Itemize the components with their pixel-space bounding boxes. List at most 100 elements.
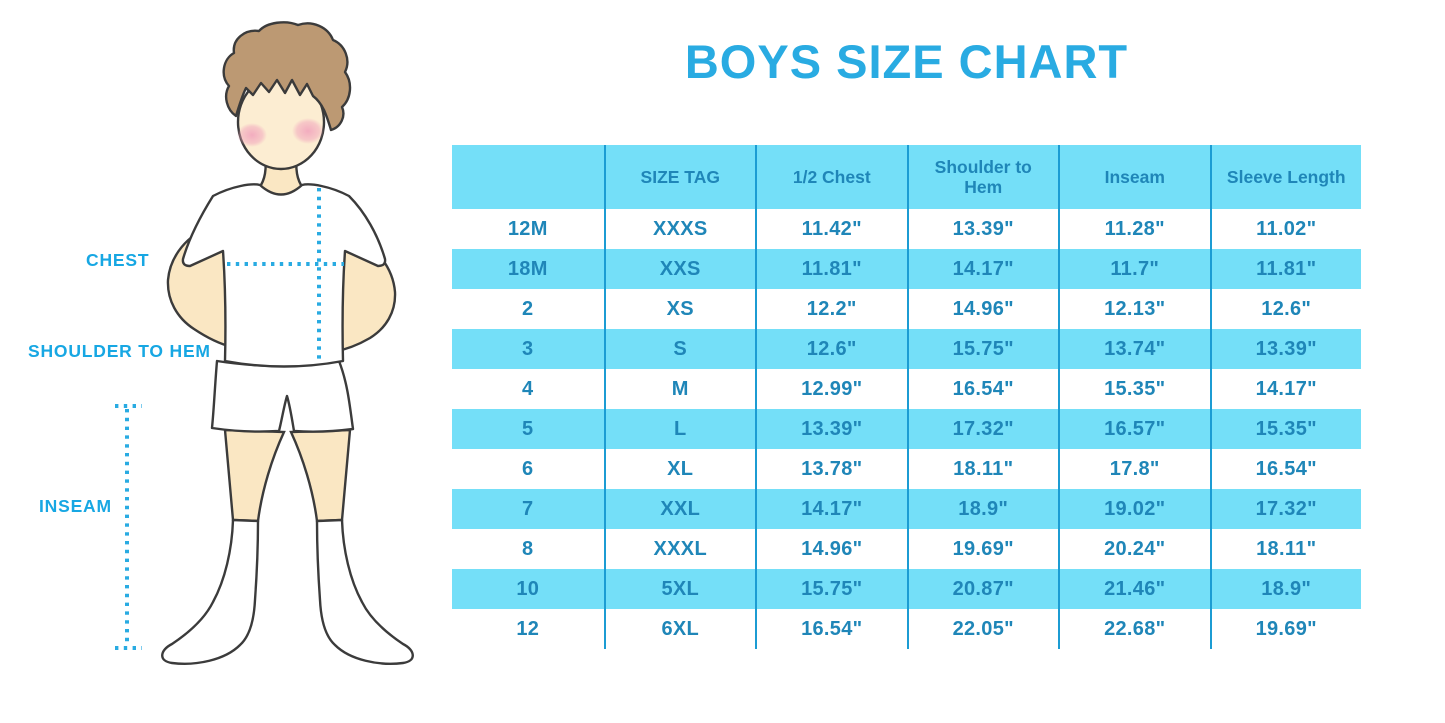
table-row: 8 XXXL 14.96" 19.69" 20.24" 18.11" [452, 529, 1361, 569]
table-cell: 11.81" [755, 249, 907, 289]
table-cell: M [603, 369, 756, 409]
column-header: 1/2 Chest [755, 145, 907, 209]
table-cell: 14.96" [906, 289, 1059, 329]
table-cell: 11.02" [1209, 209, 1362, 249]
table-cell: 18.9" [1209, 569, 1362, 609]
table-cell: 18M [507, 257, 548, 280]
table-cell: 14.17" [1209, 369, 1362, 409]
table-cell: 12M [507, 217, 548, 240]
table-cell: 16.57" [1058, 409, 1210, 449]
table-cell: 12.99" [755, 369, 907, 409]
table-cell: 12.6" [755, 329, 907, 369]
table-cell: 8 [522, 537, 534, 560]
boy-shorts [210, 359, 355, 433]
table-row: 5 L 13.39" 17.32" 16.57" 15.35" [452, 409, 1361, 449]
table-cell: 17.8" [1058, 449, 1210, 489]
table-cell: 14.17" [906, 249, 1059, 289]
boy-left-sock [161, 518, 260, 665]
column-header: Sleeve Length [1209, 145, 1362, 209]
table-cell: 13.39" [906, 209, 1059, 249]
table-cell: 3 [522, 337, 534, 360]
table-cell: 16.54" [1209, 449, 1362, 489]
boy-measurement-illustration [115, 21, 414, 665]
boy-tshirt [181, 183, 387, 368]
table-cell: 13.39" [755, 409, 907, 449]
table-row: 2 XS 12.2" 14.96" 12.13" 12.6" [452, 289, 1361, 329]
table-row: 18M XXS 11.81" 14.17" 11.7" 11.81" [452, 249, 1361, 289]
table-cell: 16.54" [906, 369, 1059, 409]
table-cell: 21.46" [1058, 569, 1210, 609]
table-header-row: SIZE TAG 1/2 Chest Shoulder to Hem Inseam Sl… [452, 145, 1361, 209]
column-header: Shoulder to Hem [906, 145, 1059, 209]
table-cell: 22.05" [906, 609, 1059, 649]
table-cell: 15.35" [1058, 369, 1210, 409]
table-row: 7 XXL 14.17" 18.9" 19.02" 17.32" [452, 489, 1361, 529]
table-cell: 18.11" [906, 449, 1059, 489]
table-row: 3 S 12.6" 15.75" 13.74" 13.39" [452, 329, 1361, 369]
table-cell: 6 [522, 457, 534, 480]
table-cell: 19.69" [906, 529, 1059, 569]
boy-right-sock [315, 518, 414, 665]
table-cell: 4 [522, 377, 534, 400]
table-cell: L [603, 409, 756, 449]
column-header: SIZE TAG [603, 145, 756, 209]
table-cell: 13.39" [1209, 329, 1362, 369]
table-row: 12M XXXS 11.42" 13.39" 11.28" 11.02" [452, 209, 1361, 249]
table-cell: 12.13" [1058, 289, 1210, 329]
boy-right-leg [289, 428, 352, 523]
blush-right [292, 118, 324, 144]
table-cell: 14.17" [755, 489, 907, 529]
table-cell: 19.69" [1209, 609, 1362, 649]
table-cell: 12.2" [755, 289, 907, 329]
table-cell: 11.81" [1209, 249, 1362, 289]
column-header: Inseam [1058, 145, 1210, 209]
inseam-label: INSEAM [39, 496, 112, 516]
table-cell: 14.96" [755, 529, 907, 569]
table-cell: 5 [522, 417, 534, 440]
table-cell: 12 [516, 617, 540, 640]
table-cell: 2 [522, 297, 534, 320]
table-cell: XL [603, 449, 756, 489]
page-title: BOYS SIZE CHART [684, 35, 1129, 88]
table-cell: 19.02" [1058, 489, 1210, 529]
column-header [452, 145, 604, 209]
table-row: 12 6XL 16.54" 22.05" 22.68" 19.69" [452, 609, 1361, 649]
table-cell: XXS [603, 249, 756, 289]
table-cell: 11.28" [1058, 209, 1210, 249]
table-cell: S [603, 329, 756, 369]
table-row: 10 5XL 15.75" 20.87" 21.46" 18.9" [452, 569, 1361, 609]
table-cell: 18.11" [1209, 529, 1362, 569]
shoulder-to-hem-label: SHOULDER TO HEM [28, 341, 211, 361]
table-cell: 11.42" [755, 209, 907, 249]
table-cell: 13.74" [1058, 329, 1210, 369]
table-cell: 17.32" [906, 409, 1059, 449]
table-row: 4 M 12.99" 16.54" 15.35" 14.17" [452, 369, 1361, 409]
table-cell: 20.24" [1058, 529, 1210, 569]
table-cell: 15.75" [755, 569, 907, 609]
table-cell: 15.75" [906, 329, 1059, 369]
table-row: 6 XL 13.78" 18.11" 17.8" 16.54" [452, 449, 1361, 489]
table-cell: 22.68" [1058, 609, 1210, 649]
table-cell: XXXS [603, 209, 756, 249]
table-cell: XS [603, 289, 756, 329]
table-cell: 20.87" [906, 569, 1059, 609]
boy-hair [222, 21, 352, 132]
table-cell: 13.78" [755, 449, 907, 489]
table-cell: 15.35" [1209, 409, 1362, 449]
table-cell: XXL [603, 489, 756, 529]
table-cell: 5XL [603, 569, 756, 609]
table-cell: 6XL [603, 609, 756, 649]
blush-left [237, 123, 267, 147]
table-cell: 12.6" [1209, 289, 1362, 329]
table-cell: XXXL [603, 529, 756, 569]
table-cell: 10 [516, 577, 540, 600]
table-cell: 18.9" [906, 489, 1059, 529]
table-cell: 16.54" [755, 609, 907, 649]
size-chart-table: SIZE TAG 1/2 Chest Shoulder to Hem Inseam Sl… [452, 145, 1361, 649]
table-cell: 7 [522, 497, 534, 520]
chest-label: CHEST [86, 250, 150, 270]
table-cell: 11.7" [1058, 249, 1210, 289]
table-cell: 17.32" [1209, 489, 1362, 529]
boy-left-leg [223, 428, 286, 523]
